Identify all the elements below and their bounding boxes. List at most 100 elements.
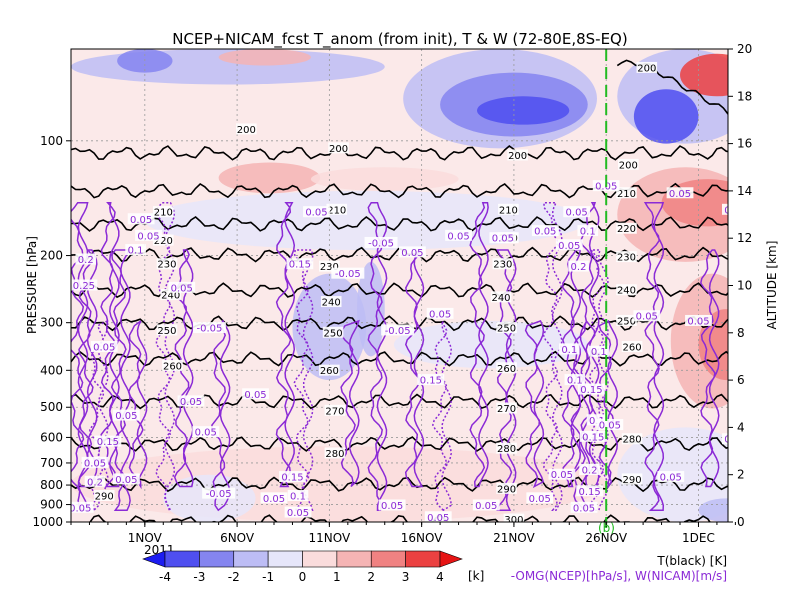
t-label-bg-0 <box>236 123 257 135</box>
t-label-33: 290 <box>95 491 114 502</box>
w-label-bg-50 <box>558 343 580 355</box>
t-label-bg-30 <box>324 447 346 459</box>
t-label-9: 220 <box>154 236 173 247</box>
colorbar-label-3: -1 <box>262 570 274 584</box>
w-label-26: 0.05 <box>263 494 285 505</box>
w-label-2: 0.1 <box>128 246 144 257</box>
t-label-bg-25 <box>319 364 340 376</box>
t-label-24: 260 <box>163 361 182 372</box>
y2-tick-label-5: 10 <box>737 279 752 293</box>
w-label-22: 0.05 <box>115 411 137 422</box>
anomaly-region-16 <box>680 53 728 97</box>
anomaly-region-10 <box>357 261 385 357</box>
w-label-21: 0.05 <box>180 397 202 408</box>
w-label-28: 0.15 <box>281 473 303 484</box>
colorbar-label-2: -2 <box>228 570 240 584</box>
w-label-37: 0.15 <box>578 487 600 498</box>
t-label-bg-17 <box>320 296 342 308</box>
t-label-8: 210 <box>617 189 636 200</box>
t-label-bg-32 <box>621 433 643 445</box>
w-label-bg-51 <box>588 345 610 357</box>
w-label-bg-47 <box>721 433 728 445</box>
w-label-bg-36 <box>579 463 600 475</box>
t-label-bg-36 <box>503 513 525 522</box>
t-label-bg-28 <box>324 404 346 416</box>
w-label-34: 0.05 <box>529 494 551 505</box>
colorbar-bin-7 <box>405 550 441 568</box>
w-label-13: 0.05 <box>447 231 469 242</box>
t-label-bg-19 <box>616 284 637 296</box>
t-label-bg-23 <box>616 314 637 326</box>
contour-t300 <box>89 514 727 522</box>
wind-contour-26 <box>732 321 750 510</box>
x-tick-label-2: 11NOV <box>309 531 351 545</box>
w-label-50: 0.1 <box>561 345 577 356</box>
colorbar: -4 -3 -2 -1 0 1 2 3 4 <box>142 550 463 584</box>
y2-axis-label: ALTITUDE [km] <box>765 241 779 330</box>
w-label-bg-14 <box>489 232 517 244</box>
t-label-22: 250 <box>497 324 516 335</box>
y-tick-label-6: 700 <box>40 456 63 470</box>
y-tick-label-0: 100 <box>40 134 63 148</box>
w-label-bg-5 <box>90 340 118 352</box>
w-label-53: 0.1 <box>580 227 596 238</box>
w-label-38: 0.05 <box>573 503 595 514</box>
x-tick-label-1: 6NOV <box>220 531 255 545</box>
w-label-bg-6 <box>168 281 196 293</box>
anomaly-region-15 <box>633 89 699 144</box>
w-label-bg-13 <box>445 229 472 241</box>
t-label-28: 270 <box>325 406 344 417</box>
t-label-bg-11 <box>616 222 637 234</box>
y2-tick-label-10: 20 <box>737 42 752 56</box>
t-label-bg-4 <box>636 61 658 73</box>
colorbar-label-8: 4 <box>436 570 444 584</box>
x-tick-label-5: 26NOV <box>585 531 627 545</box>
w-label-bg-31 <box>378 499 406 511</box>
colorbar-label-0: -4 <box>159 570 171 584</box>
w-label-bg-49 <box>666 187 694 199</box>
colorbar-bin-6 <box>370 550 406 568</box>
w-label-bg-27 <box>202 487 236 499</box>
t-label-15: 230 <box>617 253 636 264</box>
w-label-49: 0.05 <box>669 189 691 200</box>
y-tick-label-1: 200 <box>40 249 63 263</box>
x-tick-label-6: 1DEC <box>682 531 715 545</box>
w-label-47: 0.05 <box>724 435 746 446</box>
w-label-bg-38 <box>570 501 598 513</box>
t-label-0: 200 <box>237 125 256 136</box>
w-label-11: -0.05 <box>368 238 394 249</box>
w-label-bg-46 <box>721 203 728 215</box>
t-label-20: 250 <box>157 326 176 337</box>
w-label-32: 0.05 <box>427 513 449 524</box>
w-label-45: 0.05 <box>687 316 709 327</box>
legend-temperature: T(black) [K] <box>656 554 727 568</box>
contour-t270 <box>71 393 728 410</box>
anomaly-region-7 <box>310 167 459 191</box>
w-label-bg-48 <box>657 471 685 483</box>
t-label-27: 260 <box>622 342 641 353</box>
w-label-57: 0.05 <box>115 475 137 486</box>
w-label-4: 0.25 <box>73 281 95 292</box>
t-label-bg-15 <box>616 251 637 263</box>
y2-tick-label-8: 16 <box>737 137 752 151</box>
t-label-36: 300 <box>504 515 523 526</box>
w-label-bg-18 <box>381 324 415 336</box>
w-label-6: 0.05 <box>171 283 193 294</box>
w-label-bg-2 <box>125 244 146 256</box>
wind-contour-6 <box>155 201 176 511</box>
y2-tick-label-6: 12 <box>737 231 752 245</box>
w-label-bg-1 <box>135 229 162 241</box>
y-tick-label-3: 400 <box>40 363 63 377</box>
wind-contour-8 <box>210 319 231 512</box>
w-label-bg-20 <box>242 388 269 400</box>
t-label-18: 240 <box>491 293 510 304</box>
wind-contour-labels: 0.050.050.10.20.250.050.05-0.050.050.15-… <box>71 180 746 524</box>
wind-contour-14 <box>431 320 452 512</box>
w-label-bg-29 <box>287 489 309 501</box>
w-label-19: 0.05 <box>429 309 451 320</box>
t-label-bg-6 <box>326 203 348 215</box>
w-label-bg-19 <box>426 307 454 319</box>
w-label-bg-30 <box>284 506 312 518</box>
t-label-bg-14 <box>492 258 514 270</box>
